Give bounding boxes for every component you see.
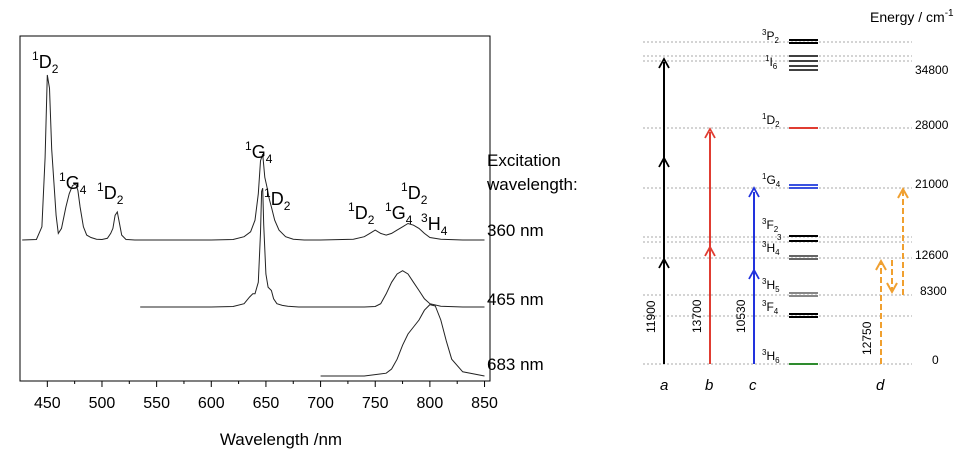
series-label-360nm: 360 nm [487,221,544,240]
energy-values: 34800 28000 21000 12600 8300 0 [915,63,949,367]
transition-d [875,186,909,364]
x-tick-label-650: 650 [253,395,280,412]
level-label-3H6: 3H6 [762,348,780,365]
x-tick-label-450: 450 [34,395,61,412]
level-label-3F3: 3 [777,233,782,242]
transition-d-energy: 12750 [860,321,874,355]
energy-level-diagram: Energy / cm-1 [643,8,954,394]
emission-spectra-chart: 450 500 550 600 650 700 750 800 850 Wavelength /… [19,35,578,449]
transition-b-label: b [705,377,713,394]
legend-title-line2: wavelength: [486,175,578,194]
spectra-curves [22,74,485,377]
peak-label-1G4-477: 1G4 [59,170,87,197]
guide-lines [643,41,912,365]
peak-label-1D2-512: 1D2 [97,180,124,207]
transition-a-energy: 11900 [644,300,658,333]
transition-a [658,57,670,364]
energy-axis-title: Energy / cm-1 [870,8,954,25]
peak-label-1G4-775: 1G4 [385,200,413,227]
transition-a-label: a [660,377,668,394]
transition-c-energy: 10530 [734,299,748,333]
x-tick-label-500: 500 [89,395,116,412]
x-tick-label-750: 750 [362,395,389,412]
energy-12600: 12600 [915,248,949,262]
level-label-3P2: 3P2 [762,28,779,45]
peak-label-1D2-660: 1D2 [264,186,291,213]
level-label-3H4: 3H4 [762,240,780,257]
level-label-1G4: 1G4 [762,172,781,189]
spectrum-683-nm [320,304,485,377]
x-axis: 450 500 550 600 650 700 750 800 850 [34,381,498,412]
plot-frame [19,35,491,382]
transition-d-label: d [876,377,885,394]
level-bars [789,39,818,365]
series-label-683nm: 683 nm [487,355,544,374]
level-label-3F2: 3F2 [762,217,779,234]
level-label-1D2: 1D2 [762,112,780,129]
level-label-3F4: 3F4 [762,299,779,316]
x-tick-label-800: 800 [417,395,444,412]
peak-label-1D2-785: 1D2 [401,180,428,207]
peak-label-1D2-450: 1D2 [32,49,59,76]
energy-21000: 21000 [915,177,949,191]
x-tick-label-600: 600 [198,395,225,412]
peak-label-1G4-647: 1G4 [245,139,273,166]
energy-0: 0 [932,353,939,367]
transition-b [704,127,716,364]
legend-title-line1: Excitation [487,151,561,170]
spectrum-360-nm [22,74,485,241]
peak-label-3H4: 3H4 [421,211,448,238]
x-tick-label-850: 850 [471,395,498,412]
level-labels: 3P2 1I6 1D2 1G4 3F2 3 3H4 3H5 3F4 3H6 [762,28,782,365]
peak-label-1D2-750: 1D2 [348,200,375,227]
level-label-3H5: 3H5 [762,277,780,294]
x-tick-label-550: 550 [143,395,170,412]
transition-c-label: c [749,377,757,394]
spectrum-465-nm [140,188,485,308]
transition-c [748,186,760,364]
energy-8300: 8300 [920,284,947,298]
level-label-1I6: 1I6 [765,54,778,71]
energy-28000: 28000 [915,118,949,132]
x-tick-label-700: 700 [307,395,334,412]
transition-b-energy: 13700 [690,299,704,333]
series-label-465nm: 465 nm [487,290,544,309]
x-axis-label: Wavelength /nm [220,430,342,449]
energy-34800: 34800 [915,63,949,77]
